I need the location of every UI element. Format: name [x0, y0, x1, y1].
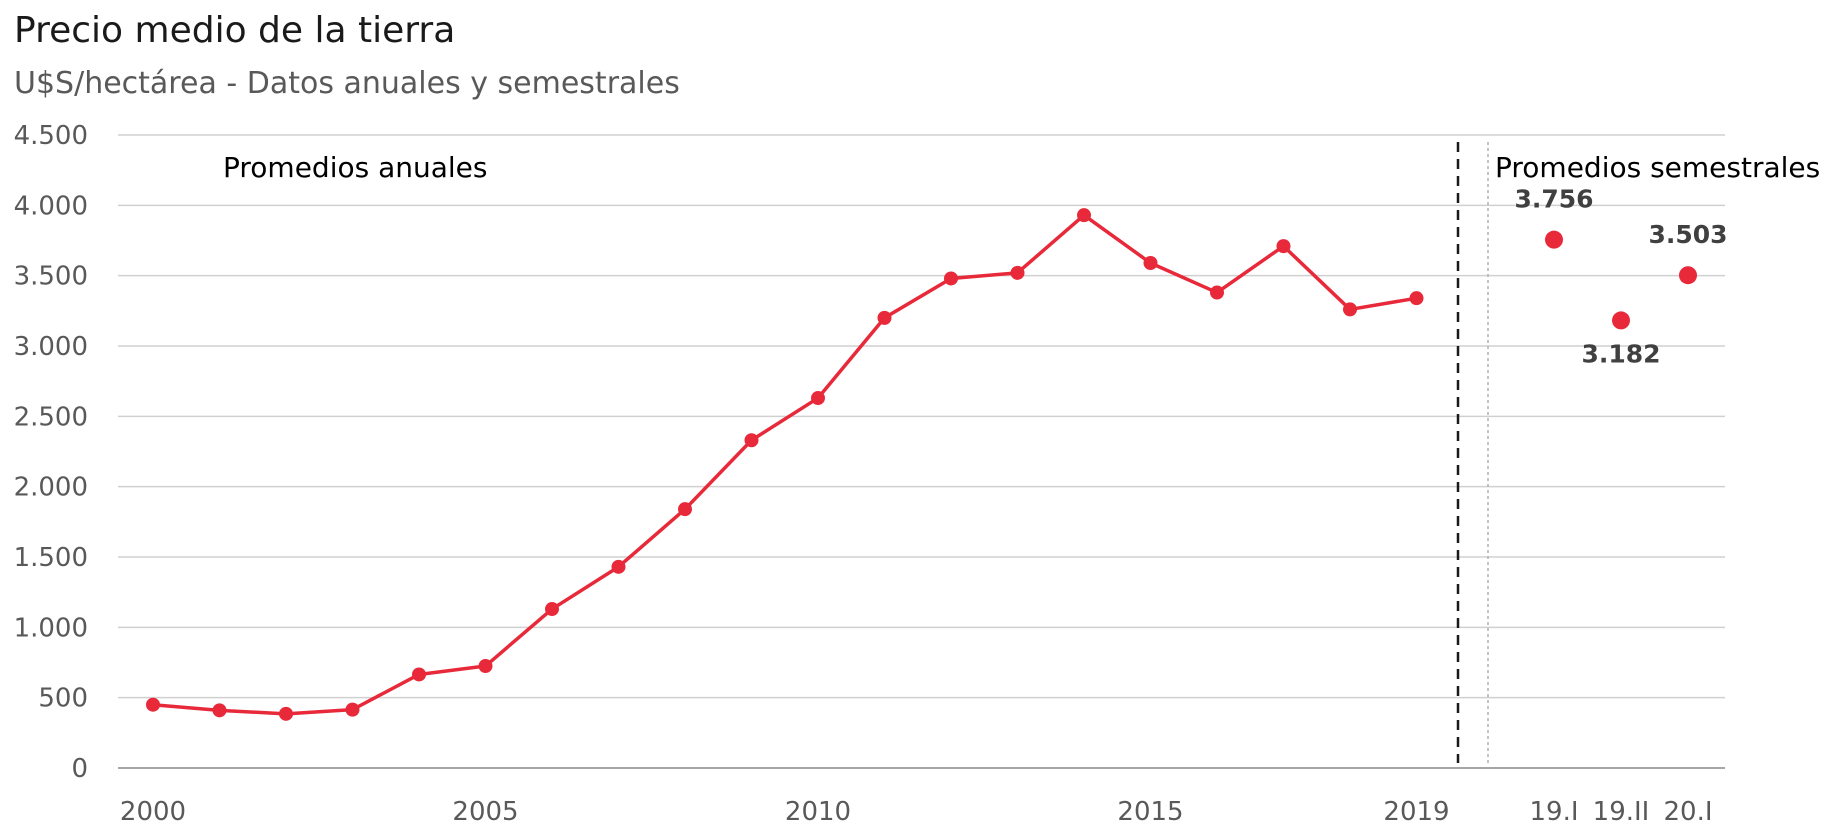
data-point	[478, 659, 493, 674]
y-tick-label: 1.000	[14, 613, 88, 643]
data-point	[811, 391, 825, 406]
data-point	[944, 271, 958, 286]
y-tick-label: 2.500	[14, 402, 88, 432]
x-tick-label: 2000	[120, 797, 186, 827]
data-label: 3.756	[1514, 185, 1593, 214]
series-semester: 3.756 3.182 3.503	[1514, 185, 1727, 369]
series-annual	[146, 208, 1424, 721]
data-point	[1343, 302, 1357, 317]
x-tick-label: 19.II	[1593, 797, 1650, 827]
y-axis-ticks: 0 500 1.000 1.500 2.000 2.500 3.000 3.500 4.000 4…	[14, 121, 88, 784]
semester-point	[1612, 311, 1630, 330]
x-tick-label: 20.I	[1663, 797, 1712, 827]
y-tick-label: 2.000	[14, 473, 88, 503]
x-axis-ticks: 2000 2005 2010 2015 2019 19.I 19.II 20.I	[120, 797, 1713, 827]
y-tick-label: 4.000	[14, 191, 88, 221]
data-point	[877, 310, 892, 325]
x-tick-label: 2005	[452, 797, 518, 827]
data-point	[611, 559, 626, 574]
y-tick-label: 1.500	[14, 543, 88, 573]
data-point	[412, 667, 426, 682]
data-label: 3.503	[1648, 220, 1727, 249]
y-tick-label: 0	[71, 754, 88, 784]
data-point	[345, 702, 360, 717]
data-point	[678, 502, 692, 517]
x-tick-label: 2010	[785, 797, 851, 827]
y-tick-label: 500	[38, 684, 88, 714]
data-point	[279, 706, 293, 721]
y-tick-label: 4.500	[14, 121, 88, 151]
data-point	[1276, 239, 1291, 254]
data-point	[744, 433, 759, 448]
data-point	[1409, 291, 1424, 306]
semester-point	[1545, 230, 1563, 249]
data-point	[1010, 265, 1025, 280]
x-tick-label: 2019	[1383, 797, 1449, 827]
chart-subtitle: U$S/hectárea - Datos anuales y semestral…	[14, 66, 680, 101]
annotation-semester: Promedios semestrales	[1495, 151, 1820, 184]
data-point	[1077, 208, 1091, 223]
x-tick-label: 19.I	[1529, 797, 1578, 827]
chart-title: Precio medio de la tierra	[14, 10, 456, 51]
data-point	[545, 602, 559, 617]
data-point	[212, 703, 227, 718]
data-point	[146, 697, 160, 712]
y-tick-label: 3.000	[14, 332, 88, 362]
semester-point	[1679, 266, 1697, 285]
data-point	[1143, 256, 1158, 271]
y-tick-label: 3.500	[14, 262, 88, 292]
data-point	[1210, 285, 1224, 300]
series-line-annual	[152, 213, 1417, 716]
x-tick-label: 2015	[1117, 797, 1183, 827]
gridlines	[118, 134, 1725, 769]
data-label: 3.182	[1581, 339, 1660, 368]
annotation-annual: Promedios anuales	[223, 151, 488, 184]
